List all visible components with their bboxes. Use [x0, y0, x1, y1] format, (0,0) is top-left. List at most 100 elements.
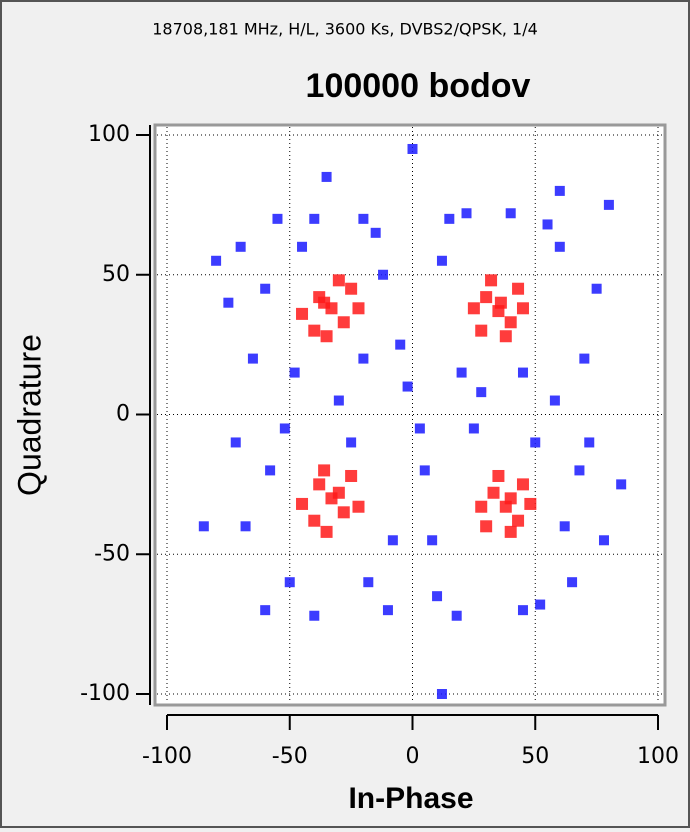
point	[584, 437, 595, 448]
point	[320, 525, 333, 538]
point	[320, 330, 333, 343]
y-axis-label: Quadrature	[11, 334, 47, 496]
point	[451, 610, 462, 621]
point	[554, 185, 565, 196]
point	[363, 577, 374, 588]
point	[467, 302, 480, 315]
point	[512, 514, 525, 527]
point	[297, 241, 308, 252]
point	[337, 316, 350, 329]
x-tick-label: 100	[637, 744, 679, 769]
point	[554, 241, 565, 252]
point	[591, 283, 602, 294]
point	[345, 282, 358, 295]
point	[504, 316, 517, 329]
x-tick-label: -100	[142, 744, 192, 769]
point	[260, 283, 271, 294]
point	[309, 213, 320, 224]
point	[296, 307, 309, 320]
point	[345, 469, 358, 482]
point	[485, 274, 498, 287]
point	[512, 282, 525, 295]
point	[542, 219, 553, 230]
point	[352, 302, 365, 315]
point	[505, 208, 516, 219]
point	[358, 353, 369, 364]
point	[337, 506, 350, 519]
point	[476, 387, 487, 398]
point	[387, 535, 398, 546]
point	[272, 213, 283, 224]
point	[235, 241, 246, 252]
point	[308, 514, 321, 527]
point	[309, 610, 320, 621]
point	[549, 395, 560, 406]
point	[332, 274, 345, 287]
x-tick-label: 0	[406, 744, 420, 769]
point	[530, 437, 541, 448]
point	[240, 521, 251, 532]
y-tick-label: -100	[80, 681, 130, 706]
point	[395, 339, 406, 350]
x-tick-label: 50	[521, 744, 549, 769]
point	[313, 478, 326, 491]
point	[332, 486, 345, 499]
point	[260, 605, 271, 616]
point	[524, 497, 537, 510]
point	[318, 464, 331, 477]
point	[475, 324, 488, 337]
point	[247, 353, 258, 364]
x-axis-label: In-Phase	[348, 782, 473, 815]
point	[198, 521, 209, 532]
point	[579, 353, 590, 364]
chart-title: 100000 bodov	[306, 67, 531, 105]
point	[516, 302, 529, 315]
point	[346, 437, 357, 448]
point	[494, 296, 507, 309]
point	[370, 227, 381, 238]
point	[436, 689, 447, 699]
point	[436, 255, 447, 266]
point	[603, 199, 614, 210]
point	[517, 367, 528, 378]
point	[279, 423, 290, 434]
point	[559, 521, 570, 532]
point	[223, 297, 234, 308]
point	[211, 255, 222, 266]
point	[230, 437, 241, 448]
point	[289, 367, 300, 378]
point	[456, 367, 467, 378]
point	[461, 208, 472, 219]
point	[480, 520, 493, 533]
point	[444, 213, 455, 224]
point	[378, 269, 389, 280]
point	[504, 525, 517, 538]
point	[333, 395, 344, 406]
point	[352, 500, 365, 513]
point	[535, 599, 546, 610]
point	[407, 143, 418, 154]
point	[308, 324, 321, 337]
point	[574, 465, 585, 476]
y-tick-label: 100	[88, 122, 130, 147]
point	[419, 465, 430, 476]
point	[499, 330, 512, 343]
point	[265, 465, 276, 476]
point	[468, 423, 479, 434]
point	[504, 492, 517, 505]
y-tick-label: 0	[116, 402, 130, 427]
point	[318, 296, 331, 309]
point	[492, 469, 505, 482]
point	[296, 497, 309, 510]
y-tick-label: 50	[102, 262, 130, 287]
point	[321, 171, 332, 182]
point	[284, 577, 295, 588]
point	[516, 478, 529, 491]
point	[358, 213, 369, 224]
chart-subtitle: 18708,181 MHz, H/L, 3600 Ks, DVBS2/QPSK,…	[152, 20, 538, 39]
point	[414, 423, 425, 434]
point	[567, 577, 578, 588]
point	[598, 535, 609, 546]
point	[382, 605, 393, 616]
